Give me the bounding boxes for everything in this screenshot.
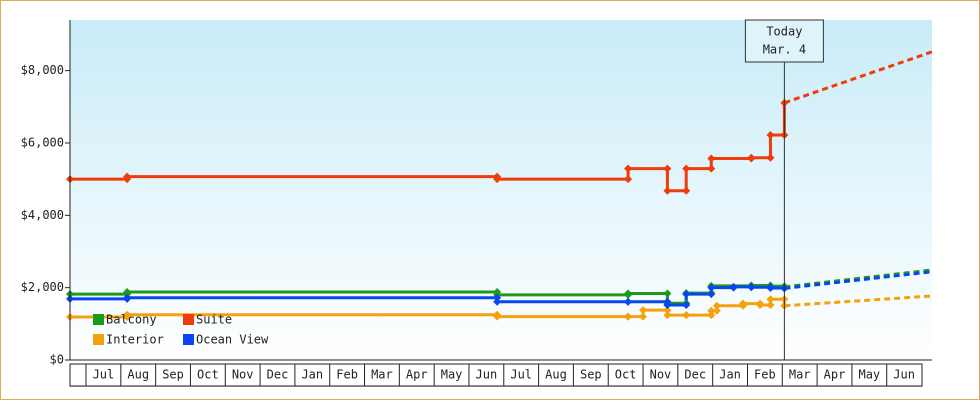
legend-label: Interior bbox=[106, 333, 164, 347]
legend-swatch bbox=[183, 334, 194, 345]
x-tick-label: Aug bbox=[545, 368, 567, 382]
x-tick-label: Jun bbox=[476, 368, 498, 382]
legend-label: Suite bbox=[196, 313, 232, 327]
legend-label: Balcony bbox=[106, 313, 157, 327]
x-tick-label: Aug bbox=[127, 368, 149, 382]
x-tick-label: Feb bbox=[336, 368, 358, 382]
x-tick-label: Nov bbox=[232, 368, 254, 382]
x-tick-label: Oct bbox=[615, 368, 637, 382]
x-tick-label: Apr bbox=[406, 368, 428, 382]
today-label: Mar. 4 bbox=[763, 43, 806, 57]
x-tick-label: Dec bbox=[267, 368, 289, 382]
x-tick-label: Nov bbox=[650, 368, 672, 382]
x-tick-label: Dec bbox=[684, 368, 706, 382]
today-label: Today bbox=[766, 25, 802, 39]
legend-swatch bbox=[183, 314, 194, 325]
x-tick-label: May bbox=[858, 368, 880, 382]
legend-swatch bbox=[93, 314, 104, 325]
x-tick-label: Jun bbox=[893, 368, 915, 382]
y-tick-label: $6,000 bbox=[21, 135, 64, 149]
plot-area bbox=[70, 20, 932, 360]
y-tick-label: $4,000 bbox=[21, 208, 64, 222]
y-tick-label: $2,000 bbox=[21, 280, 64, 294]
x-tick-label: Jan bbox=[301, 368, 323, 382]
x-tick-label: Sep bbox=[162, 368, 184, 382]
x-tick-label: Jan bbox=[719, 368, 741, 382]
x-tick-label: May bbox=[441, 368, 463, 382]
x-tick-label: Sep bbox=[580, 368, 602, 382]
legend-label: Ocean View bbox=[196, 333, 269, 347]
x-tick-label: Oct bbox=[197, 368, 219, 382]
legend-swatch bbox=[93, 334, 104, 345]
y-tick-label: $0 bbox=[50, 353, 64, 367]
x-tick-label: Jul bbox=[510, 368, 532, 382]
x-tick-label: Jul bbox=[93, 368, 115, 382]
y-tick-label: $8,000 bbox=[21, 63, 64, 77]
x-tick-label: Feb bbox=[754, 368, 776, 382]
x-tick-label: Mar bbox=[789, 368, 811, 382]
x-tick-label: Apr bbox=[824, 368, 846, 382]
x-tick-label: Mar bbox=[371, 368, 393, 382]
